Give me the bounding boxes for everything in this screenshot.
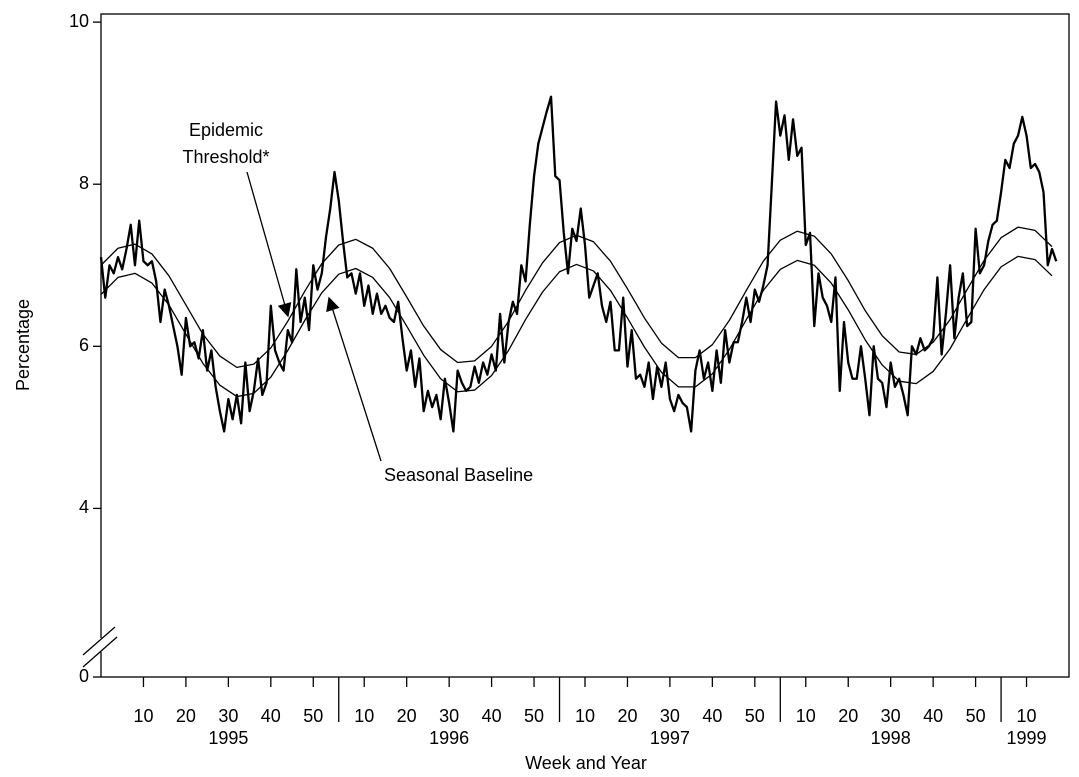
x-tick-label: 40 [702, 706, 722, 726]
year-label: 1997 [650, 728, 690, 748]
x-tick-label: 40 [923, 706, 943, 726]
x-tick-label: 10 [133, 706, 153, 726]
x-tick-label: 10 [1017, 706, 1037, 726]
x-axis-label: Week and Year [525, 753, 647, 773]
annotation: Seasonal Baseline [384, 465, 533, 485]
baseline-pointer [326, 296, 382, 462]
series-line [99, 95, 1058, 433]
x-tick-label: 20 [617, 706, 637, 726]
x-tick-label: 50 [303, 706, 323, 726]
x-tick-label: 10 [796, 706, 816, 726]
axis-break [82, 626, 116, 656]
year-label: 1995 [208, 728, 248, 748]
x-tick-label: 20 [838, 706, 858, 726]
x-tick-label: 50 [745, 706, 765, 726]
year-label: 1998 [871, 728, 911, 748]
x-tick-label: 40 [261, 706, 281, 726]
threshold-pointer [246, 171, 292, 318]
series-line [100, 255, 1053, 398]
x-tick-label: 10 [575, 706, 595, 726]
axis-break-gap [98, 638, 104, 652]
y-axis-label: Percentage [13, 299, 33, 391]
x-tick-label: 20 [176, 706, 196, 726]
x-tick-label: 20 [397, 706, 417, 726]
x-tick-label: 30 [881, 706, 901, 726]
x-tick-label: 50 [966, 706, 986, 726]
year-label: 1996 [429, 728, 469, 748]
x-tick-label: 30 [218, 706, 238, 726]
annotation: Epidemic [189, 120, 263, 140]
series-line [100, 226, 1053, 369]
annotation: Threshold* [182, 147, 269, 167]
y-tick-label: 0 [79, 666, 89, 686]
y-tick-label: 8 [79, 173, 89, 193]
y-tick-label: 10 [69, 11, 89, 31]
y-tick-label: 4 [79, 497, 89, 517]
x-tick-label: 10 [354, 706, 374, 726]
y-tick-label: 6 [79, 335, 89, 355]
year-label: 1999 [1007, 728, 1047, 748]
x-tick-label: 30 [660, 706, 680, 726]
x-tick-label: 50 [524, 706, 544, 726]
axis-break [82, 636, 118, 668]
x-tick-label: 30 [439, 706, 459, 726]
x-tick-label: 40 [482, 706, 502, 726]
